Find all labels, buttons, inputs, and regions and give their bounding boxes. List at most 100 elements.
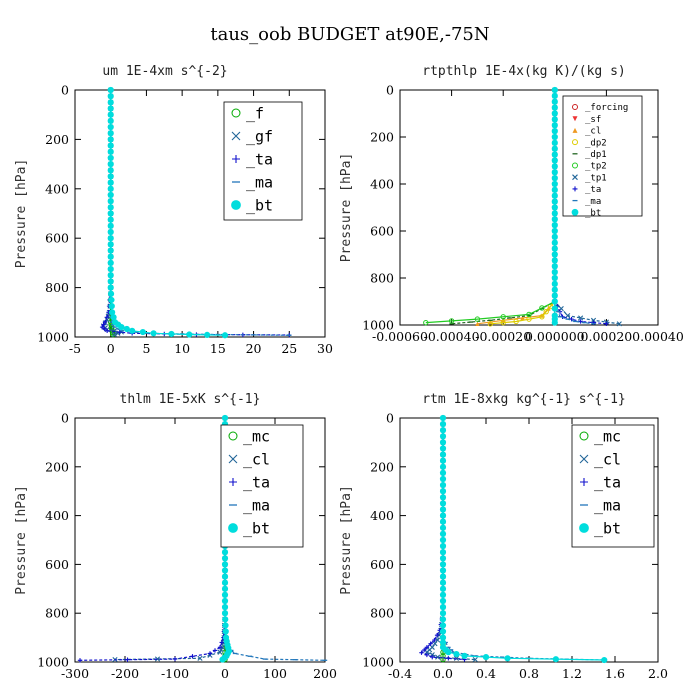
data-point	[107, 130, 114, 137]
data-point	[578, 315, 584, 321]
data-point	[150, 330, 157, 337]
x-tick-label: 0.00020	[581, 329, 633, 344]
data-point	[107, 222, 114, 229]
series-bt	[439, 414, 608, 664]
legend-label: _cl	[594, 450, 621, 468]
y-axis-label: Pressure [hPa]	[339, 153, 354, 263]
y-tick-label: 600	[45, 231, 69, 246]
data-point	[107, 228, 114, 236]
x-tick-label: 0	[107, 341, 115, 356]
data-point	[565, 313, 571, 319]
y-tick-label: 1000	[37, 655, 69, 670]
figure-title: taus_oob BUDGET at90E,-75N	[210, 24, 489, 45]
data-point	[551, 298, 558, 305]
data-point	[104, 315, 109, 320]
data-point	[107, 142, 114, 149]
series-line	[425, 418, 476, 661]
plot-frame	[399, 89, 659, 326]
legend-marker	[580, 478, 588, 486]
data-point	[569, 316, 574, 322]
data-point	[551, 257, 558, 264]
data-point	[551, 192, 558, 199]
data-point	[107, 284, 114, 291]
legend-marker	[572, 127, 578, 133]
data-point	[107, 198, 114, 205]
plot-frame	[74, 417, 326, 663]
data-point	[107, 99, 114, 106]
data-point	[430, 654, 435, 660]
x-tick-label: -5	[69, 341, 81, 356]
data-point	[472, 656, 478, 663]
legend-marker	[572, 174, 578, 181]
chart-title: um 1E-4xm s^{-2}	[102, 64, 227, 79]
data-point	[551, 222, 558, 229]
data-point	[439, 603, 447, 611]
legend-marker	[571, 208, 579, 216]
x-tick-label: -0.00060	[372, 329, 428, 344]
data-point	[551, 86, 558, 94]
data-point	[487, 321, 493, 327]
data-point	[129, 327, 136, 334]
chart-panel-3: thlm 1E-5xK s^{-1} Pressure [hPa] 0 200 400 6…	[14, 392, 337, 681]
data-point	[107, 86, 114, 94]
series-cl	[424, 415, 478, 663]
legend-label: _tp2	[585, 162, 607, 172]
data-point	[107, 148, 114, 155]
data-point	[107, 111, 114, 118]
chart-title: thlm 1E-5xK s^{-1}	[120, 392, 261, 407]
y-tick-label: 400	[45, 181, 69, 196]
data-point	[219, 640, 224, 645]
x-tick-label: 0.8	[519, 666, 539, 681]
legend-marker	[228, 523, 238, 533]
data-point	[435, 637, 441, 643]
data-point	[551, 157, 558, 164]
y-tick-label: 200	[370, 130, 394, 145]
data-point	[107, 179, 114, 186]
legend-label: _bt	[585, 209, 601, 219]
data-point	[439, 579, 447, 586]
data-point	[186, 331, 193, 338]
legend-label: _dp1	[585, 150, 607, 160]
legend-label: _ma	[243, 496, 270, 514]
legend-marker	[228, 431, 238, 441]
data-point	[107, 185, 114, 192]
y-tick-label: 200	[45, 459, 69, 474]
data-point	[221, 573, 229, 580]
data-point	[551, 269, 558, 276]
data-point	[551, 139, 558, 146]
series-cl	[475, 87, 557, 327]
chart-title: rtm 1E-8xkg kg^{-1} s^{-1}	[422, 392, 626, 407]
data-point	[107, 123, 114, 131]
x-tick-label: 0.00040	[632, 329, 684, 344]
legend: _mc _cl _ta _ma _bt	[571, 424, 655, 548]
data-point	[500, 314, 506, 320]
data-point	[439, 475, 447, 483]
data-point	[445, 649, 452, 656]
data-point	[204, 331, 211, 339]
series-cl	[112, 415, 228, 663]
data-point	[551, 274, 558, 282]
data-point	[446, 656, 451, 661]
x-tick-label: 1.6	[605, 666, 625, 681]
series-line	[114, 418, 226, 661]
legend-marker	[229, 478, 237, 486]
legend-label: _mc	[243, 427, 270, 445]
data-point	[434, 632, 440, 638]
data-point	[432, 637, 437, 643]
legend-label: _ta	[243, 473, 270, 491]
data-point	[168, 330, 175, 338]
legend: _f _gf _ta _ma _bt	[223, 101, 303, 221]
data-point	[221, 414, 229, 422]
data-point	[104, 328, 110, 334]
data-point	[439, 555, 447, 562]
data-point	[551, 204, 558, 211]
data-point	[107, 136, 114, 143]
data-point	[439, 524, 447, 531]
series-tp2	[423, 87, 558, 326]
data-point	[439, 445, 447, 452]
x-tick-label: 0.0	[433, 666, 453, 681]
x-tick-label: 0.4	[476, 666, 496, 681]
data-point	[543, 308, 549, 315]
legend-marker	[579, 454, 589, 464]
series-line	[490, 90, 556, 325]
